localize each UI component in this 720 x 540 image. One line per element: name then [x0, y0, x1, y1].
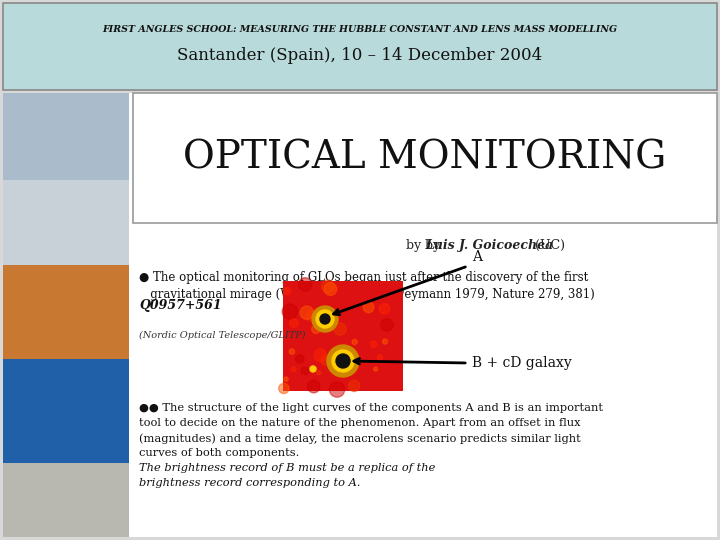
Circle shape: [352, 339, 357, 345]
Text: The brightness record of B must be a replica of the: The brightness record of B must be a rep…: [139, 463, 436, 473]
Circle shape: [374, 367, 378, 371]
Circle shape: [307, 380, 320, 393]
Circle shape: [377, 355, 382, 360]
Circle shape: [379, 303, 390, 314]
Text: Q0957+561: Q0957+561: [139, 299, 222, 312]
Circle shape: [301, 367, 309, 375]
Circle shape: [327, 345, 359, 377]
Circle shape: [381, 319, 393, 331]
Text: (UC): (UC): [531, 239, 565, 252]
Circle shape: [312, 325, 320, 334]
Text: ● The optical monitoring of GLQs began just after the discovery of the first: ● The optical monitoring of GLQs began j…: [139, 271, 588, 284]
Bar: [3, 265, 129, 359]
Circle shape: [322, 280, 334, 293]
Text: (Nordic Optical Telescope/GLITP): (Nordic Optical Telescope/GLITP): [139, 331, 305, 340]
Circle shape: [289, 349, 294, 354]
Text: curves of both components.: curves of both components.: [139, 448, 300, 458]
Text: A: A: [472, 250, 482, 264]
Circle shape: [279, 383, 289, 394]
Text: ●● The structure of the light curves of the components A and B is an important: ●● The structure of the light curves of …: [139, 403, 603, 413]
Circle shape: [284, 287, 291, 294]
Circle shape: [332, 350, 354, 372]
Text: brightness record corresponding to A.: brightness record corresponding to A.: [139, 478, 361, 488]
Text: gravitational mirage (Walsh, Carswell & Weymann 1979, Nature 279, 381): gravitational mirage (Walsh, Carswell & …: [139, 288, 595, 301]
Text: Luis J. Goicoechea: Luis J. Goicoechea: [425, 239, 553, 252]
Bar: [3, 3, 717, 90]
Bar: [3, 359, 129, 463]
Circle shape: [363, 302, 374, 313]
Circle shape: [295, 355, 304, 363]
Circle shape: [382, 339, 387, 344]
Bar: [3, 93, 129, 180]
Text: by: by: [425, 239, 444, 252]
Text: Santander (Spain), 10 – 14 December 2004: Santander (Spain), 10 – 14 December 2004: [177, 48, 543, 64]
Circle shape: [348, 380, 360, 392]
Text: (magnitudes) and a time delay, the macrolens scenario predicts similar light: (magnitudes) and a time delay, the macro…: [139, 433, 581, 443]
Text: OPTICAL MONITORING: OPTICAL MONITORING: [184, 139, 667, 177]
Circle shape: [282, 304, 297, 319]
Circle shape: [320, 355, 331, 366]
Circle shape: [292, 367, 296, 372]
Circle shape: [314, 349, 327, 362]
Circle shape: [336, 354, 350, 368]
Text: tool to decide on the nature of the phenomenon. Apart from an offset in flux: tool to decide on the nature of the phen…: [139, 418, 580, 428]
Text: B + cD galaxy: B + cD galaxy: [472, 356, 572, 370]
Circle shape: [300, 306, 314, 320]
Circle shape: [289, 319, 298, 327]
Bar: [283, 281, 403, 391]
Circle shape: [316, 310, 334, 328]
Bar: [3, 463, 129, 537]
Bar: [3, 93, 717, 537]
Circle shape: [330, 382, 345, 397]
Bar: [133, 93, 717, 223]
Circle shape: [310, 366, 316, 372]
Circle shape: [306, 310, 318, 321]
Circle shape: [312, 306, 338, 332]
Circle shape: [334, 323, 346, 335]
Circle shape: [299, 278, 312, 291]
Text: FIRST ANGLES SCHOOL: MEASURING THE HUBBLE CONSTANT AND LENS MASS MODELLING: FIRST ANGLES SCHOOL: MEASURING THE HUBBL…: [102, 24, 618, 33]
Text: by: by: [406, 239, 425, 252]
Circle shape: [317, 371, 320, 375]
Circle shape: [284, 377, 288, 381]
Circle shape: [320, 314, 330, 324]
Circle shape: [324, 283, 337, 295]
Bar: [3, 180, 129, 265]
Circle shape: [370, 341, 377, 347]
